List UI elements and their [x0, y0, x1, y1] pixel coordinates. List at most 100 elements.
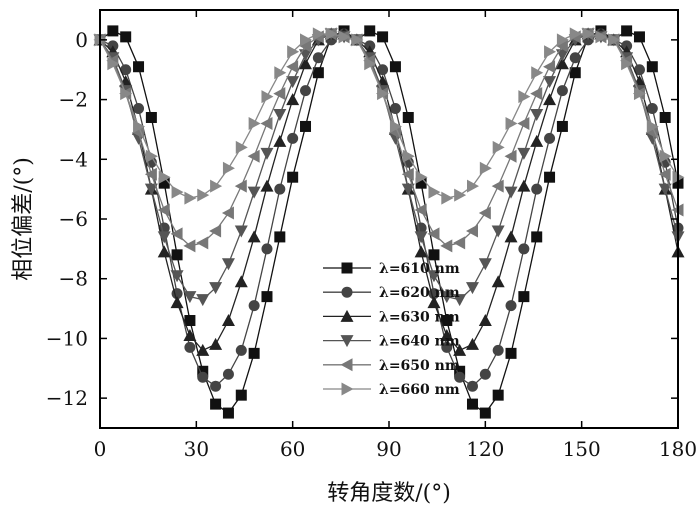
data-point — [543, 93, 557, 106]
x-axis-title: 转角度数/(°) — [327, 481, 451, 506]
data-point — [428, 249, 440, 261]
data-point — [517, 116, 530, 130]
data-point — [465, 282, 479, 295]
data-point — [504, 149, 517, 163]
data-point — [530, 87, 543, 101]
data-point — [248, 116, 261, 130]
legend-label: λ=630 nm — [379, 309, 460, 325]
data-point — [261, 291, 273, 303]
data-point — [133, 103, 145, 115]
data-point — [454, 365, 466, 377]
data-point — [157, 203, 170, 217]
data-point — [120, 64, 132, 76]
legend-marker — [340, 335, 354, 348]
data-point — [556, 85, 568, 97]
data-point — [608, 33, 621, 47]
legend-marker — [341, 382, 354, 396]
data-point — [530, 109, 544, 121]
data-point — [401, 183, 415, 196]
data-point — [274, 66, 287, 80]
data-point — [247, 186, 261, 199]
data-point — [440, 239, 453, 253]
data-point — [621, 25, 633, 37]
data-point — [659, 149, 672, 163]
data-point — [248, 347, 260, 359]
legend-label: λ=640 nm — [379, 334, 460, 350]
data-point — [531, 183, 543, 195]
data-point — [633, 64, 645, 76]
data-point — [402, 111, 414, 123]
data-point — [247, 149, 260, 163]
data-point — [414, 245, 428, 258]
data-point — [504, 230, 518, 243]
data-point — [389, 119, 402, 133]
data-point — [261, 90, 274, 104]
data-point — [299, 39, 312, 53]
data-point — [377, 87, 390, 101]
data-point — [466, 380, 478, 392]
data-point — [491, 179, 504, 193]
x-tick-label: 60 — [280, 437, 305, 461]
data-point — [234, 275, 248, 288]
y-tick-label: −10 — [46, 326, 88, 350]
data-point — [133, 119, 146, 133]
data-point — [544, 45, 557, 59]
x-tick-label: 30 — [184, 437, 209, 461]
data-point — [454, 371, 466, 383]
data-point — [286, 60, 299, 74]
data-point — [621, 57, 634, 71]
data-point — [556, 120, 568, 132]
data-point — [414, 203, 427, 217]
y-tick-label: −12 — [46, 386, 88, 410]
data-point — [222, 368, 234, 380]
data-point — [465, 224, 478, 238]
data-point — [441, 315, 453, 327]
data-point — [454, 188, 467, 202]
data-point — [338, 30, 351, 44]
data-point — [300, 85, 312, 97]
data-point — [144, 167, 157, 181]
data-point — [415, 170, 428, 184]
data-point — [427, 227, 440, 241]
data-point — [402, 149, 415, 163]
data-point — [234, 225, 248, 238]
data-point — [158, 170, 171, 184]
data-point — [221, 314, 235, 327]
data-point — [389, 103, 401, 115]
legend-marker — [341, 262, 353, 274]
data-point — [646, 61, 658, 73]
data-point — [132, 125, 145, 139]
data-point — [144, 183, 158, 196]
data-point — [184, 315, 196, 327]
data-point — [633, 87, 646, 101]
data-point — [273, 109, 287, 121]
data-point — [569, 27, 582, 41]
data-point — [197, 188, 210, 202]
data-point — [222, 161, 235, 175]
data-point — [184, 341, 196, 353]
data-point — [183, 239, 196, 253]
data-point — [505, 300, 517, 312]
series-line — [99, 33, 679, 388]
x-tick-label: 90 — [376, 437, 401, 461]
data-point — [658, 183, 672, 196]
data-point — [544, 171, 556, 183]
data-point — [157, 231, 171, 244]
data-point — [556, 33, 569, 47]
y-tick-label: −4 — [59, 147, 88, 171]
data-point — [170, 270, 184, 283]
data-point — [210, 179, 223, 193]
data-point — [235, 389, 247, 401]
data-point — [569, 67, 581, 79]
data-point — [414, 231, 428, 244]
data-point — [210, 380, 222, 392]
series-6 — [94, 27, 685, 205]
data-point — [440, 328, 454, 341]
data-point — [517, 179, 531, 192]
data-point — [196, 343, 210, 356]
data-point — [170, 227, 183, 241]
data-point — [505, 347, 517, 359]
data-point — [492, 344, 504, 356]
data-point — [145, 149, 158, 163]
